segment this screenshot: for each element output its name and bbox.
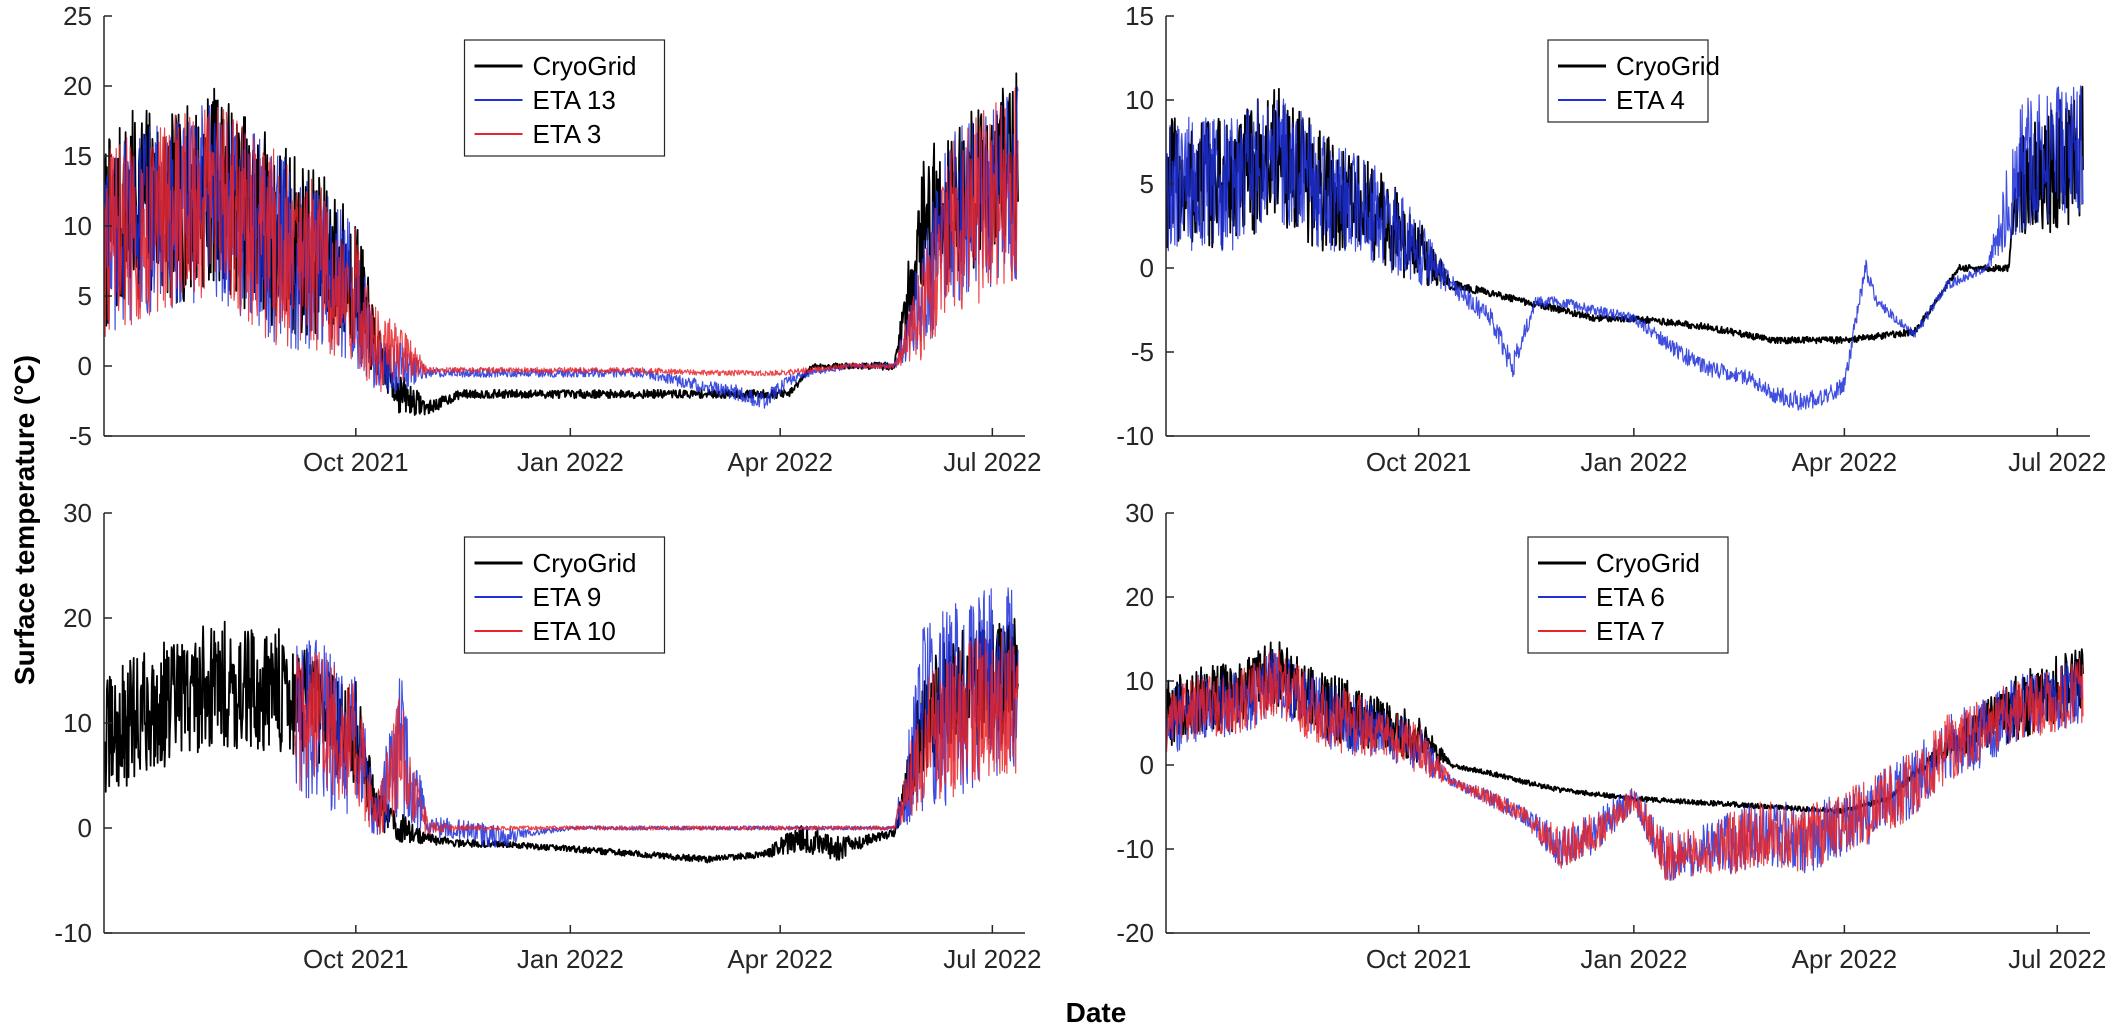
legend-entry: CryoGrid [1616, 51, 1720, 81]
y-tick-label: 15 [1125, 1, 1154, 31]
x-tick-label: Apr 2022 [727, 447, 833, 477]
legend-entry: ETA 3 [533, 119, 602, 149]
series-group [104, 72, 1019, 416]
y-tick-label: 10 [1125, 666, 1154, 696]
legend: CryoGrid ETA 6 ETA 7 [1527, 536, 1729, 654]
x-tick-label: Jan 2022 [517, 447, 624, 477]
series-line-eta-3 [104, 87, 1019, 393]
panel-3: -10 0 10 20 30 Oct 2021 Jan 2022 Apr 2022 Jul 20… [54, 498, 1041, 974]
x-tick-label: Jan 2022 [517, 944, 624, 974]
legend-entry: ETA 6 [1596, 582, 1665, 612]
y-tick-label: 0 [78, 813, 92, 843]
x-tick-label: Apr 2022 [727, 944, 833, 974]
x-tick-label: Jul 2022 [943, 447, 1041, 477]
y-tick-label: -5 [69, 421, 92, 451]
legend-entry: ETA 9 [533, 582, 602, 612]
legend: CryoGrid ETA 13 ETA 3 [463, 39, 666, 157]
series-line-eta-7 [1166, 650, 2084, 881]
y-tick-label: -10 [1116, 834, 1154, 864]
legend-box [463, 39, 666, 157]
x-tick-label: Oct 2021 [303, 447, 409, 477]
legend-box [1527, 536, 1729, 654]
y-tick-label: 0 [1140, 750, 1154, 780]
y-tick-label: 0 [1140, 253, 1154, 283]
series-line-eta-10 [294, 631, 1019, 835]
x-tick-label: Jul 2022 [2008, 944, 2106, 974]
panels: -5 0 5 10 15 20 25 Oct 2021 Jan 2022 Apr 2022 Jul … [54, 1, 2106, 974]
x-tick-label: Jan 2022 [1580, 447, 1687, 477]
x-tick-label: Oct 2021 [1366, 944, 1472, 974]
y-tick-label: 15 [63, 141, 92, 171]
y-tick-label: -5 [1131, 337, 1154, 367]
y-tick-label: -10 [1116, 421, 1154, 451]
y-tick-label: 10 [1125, 85, 1154, 115]
legend-entry: CryoGrid [533, 548, 637, 578]
legend-box [1547, 39, 1709, 123]
series-group [104, 587, 1019, 864]
y-tick-label: 5 [78, 281, 92, 311]
y-tick-label: 20 [1125, 582, 1154, 612]
y-tick-label: 0 [78, 351, 92, 381]
x-tick-label: Jan 2022 [1580, 944, 1687, 974]
y-tick-label: 10 [63, 708, 92, 738]
y-tick-label: 25 [63, 1, 92, 31]
y-tick-label: 20 [63, 71, 92, 101]
legend-entry: ETA 4 [1616, 85, 1685, 115]
legend-entry: ETA 7 [1596, 616, 1665, 646]
x-tick-label: Apr 2022 [1792, 447, 1898, 477]
y-tick-label: 20 [63, 603, 92, 633]
x-axis-label: Date [1066, 997, 1127, 1028]
panel-1: -5 0 5 10 15 20 25 Oct 2021 Jan 2022 Apr 2022 Jul … [63, 1, 1041, 477]
x-tick-label: Oct 2021 [1366, 447, 1472, 477]
x-tick-label: Jul 2022 [2008, 447, 2106, 477]
legend-entry: CryoGrid [1596, 548, 1700, 578]
series-group [1166, 85, 2084, 411]
panel-4: -20 -10 0 10 20 30 Oct 2021 Jan 2022 Apr 2022 Jul… [1116, 498, 2106, 974]
y-tick-label: -20 [1116, 918, 1154, 948]
y-axis-label: Surface temperature (°C) [9, 355, 40, 685]
series-line-cryogrid [104, 618, 1019, 864]
x-tick-label: Jul 2022 [943, 944, 1041, 974]
y-tick-label: 10 [63, 211, 92, 241]
legend-entry: ETA 13 [533, 85, 616, 115]
legend: CryoGrid ETA 9 ETA 10 [463, 536, 666, 654]
series-group [1166, 641, 2084, 882]
legend-box [463, 536, 666, 654]
x-tick-label: Apr 2022 [1792, 944, 1898, 974]
legend-entry: CryoGrid [533, 51, 637, 81]
legend-entry: ETA 10 [533, 616, 616, 646]
series-line-eta-4 [1166, 85, 2084, 411]
y-tick-label: 30 [63, 498, 92, 528]
y-tick-label: 5 [1140, 169, 1154, 199]
y-tick-label: -10 [54, 918, 92, 948]
legend: CryoGrid ETA 4 [1547, 39, 1720, 123]
y-tick-label: 30 [1125, 498, 1154, 528]
panel-2: -10 -5 0 5 10 15 Oct 2021 Jan 2022 Apr 2022 Jul 2… [1116, 1, 2106, 477]
x-tick-label: Oct 2021 [303, 944, 409, 974]
